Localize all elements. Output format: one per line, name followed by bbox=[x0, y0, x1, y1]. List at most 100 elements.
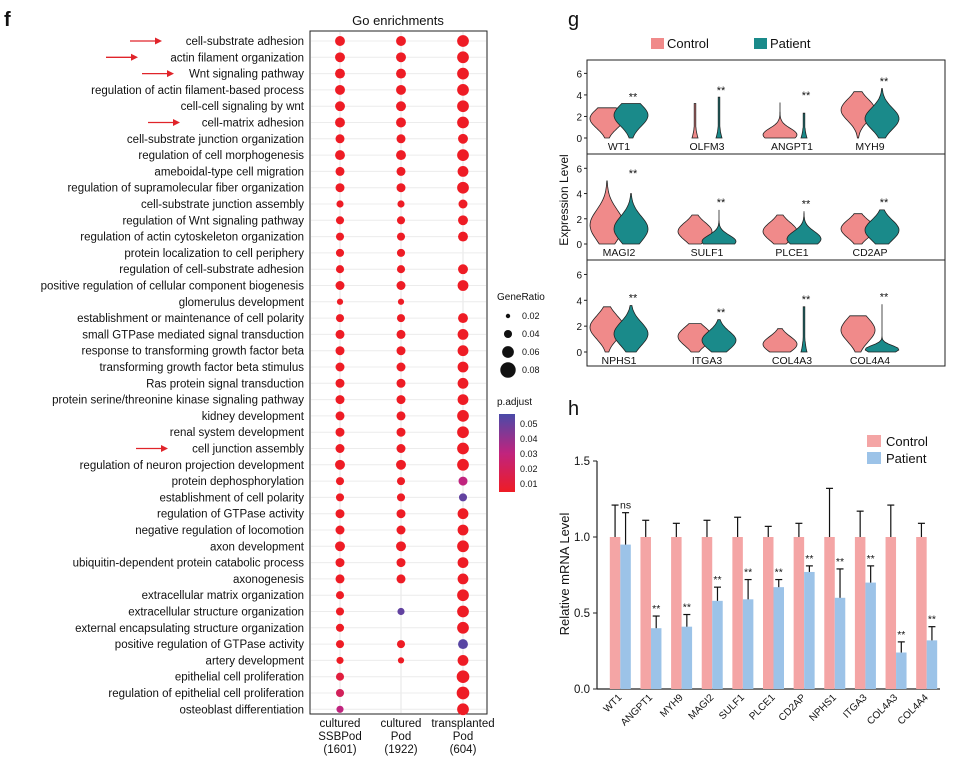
enrichment-dot bbox=[458, 493, 468, 502]
enrichment-dot bbox=[457, 51, 469, 64]
enrichment-dot bbox=[335, 525, 345, 535]
go-term-label: regulation of neuron projection developm… bbox=[80, 460, 305, 472]
bar-category-label: MAGI2 bbox=[687, 692, 717, 722]
enrichment-dot bbox=[457, 605, 469, 618]
violin-control bbox=[762, 102, 798, 139]
bar-patient bbox=[926, 640, 938, 689]
enrichment-dot bbox=[396, 265, 406, 274]
enrichment-dot bbox=[396, 411, 406, 421]
enrichment-dot bbox=[397, 200, 405, 208]
dotplot-title: Go enrichments bbox=[352, 13, 444, 28]
column-label-line3: (1601) bbox=[323, 744, 356, 756]
enrichment-dot bbox=[335, 509, 345, 519]
bar-ylabel: Relative mRNA Level bbox=[557, 512, 572, 635]
enrichment-dot bbox=[457, 116, 469, 129]
p-adjust-legend-title: p.adjust bbox=[497, 397, 532, 408]
go-term-label: Wnt signaling pathway bbox=[189, 69, 304, 81]
enrichment-dot bbox=[335, 166, 345, 176]
violin-gene-label: ITGA3 bbox=[692, 355, 723, 367]
bar-significance: ** bbox=[652, 603, 660, 615]
gene-ratio-legend-label: 0.04 bbox=[522, 329, 540, 339]
enrichment-dot bbox=[457, 328, 469, 340]
enrichment-dot bbox=[335, 265, 345, 274]
enrichment-dot bbox=[396, 117, 406, 128]
enrichment-dot bbox=[456, 670, 470, 684]
enrichment-dot bbox=[457, 394, 469, 406]
bar-control bbox=[916, 537, 927, 689]
bar-patient bbox=[896, 652, 907, 689]
enrichment-dot bbox=[335, 248, 345, 257]
bar-legend-control-swatch bbox=[867, 435, 881, 447]
violin-plots: 0 2 4 6 ** WT1 ** OLFM3 ** ANGPT1 ** MYH9 0 2 4 6 ** MAGI… bbox=[576, 69, 900, 367]
panel-f: f Go enrichments cell-substrate adhesion… bbox=[4, 9, 545, 756]
go-term-label: ubiquitin-dependent protein catabolic pr… bbox=[73, 558, 305, 570]
enrichment-dot bbox=[335, 68, 345, 79]
go-term-label: cell-substrate junction organization bbox=[127, 134, 304, 146]
go-term-label: cell-cell signaling by wnt bbox=[181, 101, 305, 113]
enrichment-dot bbox=[396, 509, 406, 519]
violin-ytick-label: 0 bbox=[576, 240, 582, 251]
annotation-arrow-head bbox=[155, 37, 162, 45]
enrichment-dot bbox=[396, 150, 406, 161]
enrichment-dot bbox=[396, 232, 406, 241]
violin-ytick-label: 4 bbox=[576, 91, 582, 102]
enrichment-dot bbox=[396, 640, 406, 649]
go-term-label: establishment or maintenance of cell pol… bbox=[77, 313, 304, 325]
enrichment-dot bbox=[335, 52, 345, 63]
go-term-label: regulation of cell-substrate adhesion bbox=[119, 264, 304, 276]
enrichment-dot bbox=[457, 442, 469, 455]
enrichment-dot bbox=[457, 410, 469, 422]
p-adjust-legend-label: 0.03 bbox=[520, 449, 538, 459]
enrichment-dot bbox=[458, 476, 468, 486]
enrichment-dot bbox=[457, 165, 469, 177]
go-term-label: response to transforming growth factor b… bbox=[82, 346, 305, 358]
enrichment-dot bbox=[335, 134, 345, 144]
violin-significance: ** bbox=[802, 90, 811, 102]
gene-ratio-legend-dot bbox=[505, 313, 511, 319]
violin-ytick-label: 2 bbox=[576, 215, 582, 226]
bar-patient bbox=[834, 597, 846, 689]
enrichment-dot bbox=[396, 281, 406, 290]
enrichment-dot bbox=[335, 411, 345, 421]
gene-ratio-legend-dot bbox=[503, 329, 513, 339]
violin-control bbox=[762, 328, 798, 353]
p-adjust-legend-label: 0.05 bbox=[520, 419, 538, 429]
violin-patient bbox=[613, 305, 649, 353]
bar-legend-patient-label: Patient bbox=[886, 451, 927, 466]
gene-ratio-legend-dot bbox=[500, 362, 516, 378]
enrichment-dot bbox=[335, 672, 345, 681]
column-label-line3: (1922) bbox=[384, 744, 417, 756]
enrichment-dot bbox=[396, 52, 406, 63]
violin-significance: ** bbox=[802, 294, 811, 306]
go-term-label: renal system development bbox=[170, 427, 305, 439]
violin-patient bbox=[613, 193, 649, 245]
enrichment-dot bbox=[335, 346, 345, 356]
enrichment-dot bbox=[335, 117, 345, 128]
bar-significance: ** bbox=[683, 602, 691, 614]
enrichment-dot bbox=[335, 281, 345, 290]
violin-significance: ** bbox=[880, 76, 889, 88]
bar-significance: ** bbox=[897, 629, 905, 641]
enrichment-dot bbox=[457, 280, 469, 291]
violin-ytick-label: 6 bbox=[576, 69, 582, 80]
column-label-line1: transplanted bbox=[431, 718, 494, 730]
bar-control bbox=[763, 537, 774, 689]
enrichment-dot bbox=[335, 378, 345, 388]
bar-control bbox=[824, 537, 835, 689]
go-term-label: transforming growth factor beta stimulus bbox=[99, 362, 304, 374]
bar-significance: ** bbox=[713, 574, 721, 586]
enrichment-dot bbox=[335, 623, 345, 632]
enrichment-dot bbox=[335, 216, 345, 225]
go-term-label: cell junction assembly bbox=[192, 444, 304, 456]
p-adjust-legend: p.adjust 0.05 0.04 0.03 0.02 0.01 bbox=[497, 397, 538, 492]
bar-patient bbox=[712, 600, 723, 689]
column-label-line2: Pod bbox=[453, 731, 473, 743]
bar-patient bbox=[804, 571, 815, 689]
bar-legend-control-label: Control bbox=[886, 434, 928, 449]
enrichment-dot bbox=[396, 68, 406, 79]
panel-h: h Control Patient Relative mRNA Level 0.… bbox=[557, 398, 940, 728]
enrichment-dot bbox=[335, 183, 345, 193]
violin-control bbox=[691, 103, 699, 139]
p-adjust-legend-label: 0.01 bbox=[520, 479, 538, 489]
